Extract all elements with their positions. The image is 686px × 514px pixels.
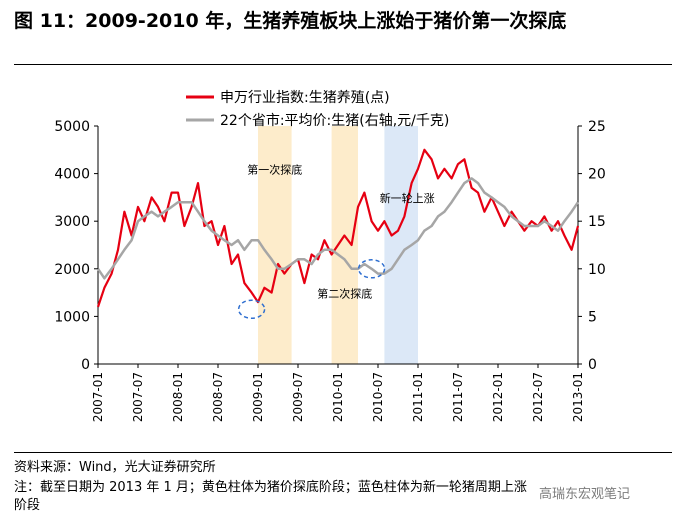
axes: 0 1000 2000 3000 4000 5000 0 5 10 15 20 25 2007-01 20… (54, 119, 605, 422)
x-tick-label: 2010-07 (371, 372, 385, 422)
left-tick-label: 3000 (54, 214, 90, 230)
right-tick-label: 10 (588, 262, 606, 278)
right-tick-label: 5 (588, 309, 597, 325)
band-label-2: 新一轮上涨 (380, 191, 435, 205)
x-tick-label: 2010-01 (331, 372, 345, 422)
legend: 申万行业指数:生猪养殖(点) 22个省市:平均价:生猪(右轴,元/千克) (186, 89, 449, 129)
x-tick-label: 2012-07 (531, 372, 545, 422)
x-tick-label: 2007-01 (91, 372, 105, 422)
x-tick-label: 2009-01 (251, 372, 265, 422)
left-tick-label: 2000 (54, 262, 90, 278)
title-divider (14, 64, 672, 65)
source-note: 资料来源：Wind，光大证券研究所 (14, 460, 216, 475)
chart-title: 图 11：2009-2010 年，生猪养殖板块上涨始于猪价第一次探底 (14, 10, 567, 32)
series-line-1 (96, 177, 580, 280)
x-tick-label: 2011-07 (451, 372, 465, 422)
band-1 (331, 126, 358, 364)
band-0 (258, 126, 292, 364)
legend-label-0: 申万行业指数:生猪养殖(点) (220, 89, 390, 106)
highlight-bands (258, 126, 418, 364)
left-tick-label: 4000 (54, 167, 90, 183)
right-tick-label: 20 (588, 167, 606, 183)
x-tick-label: 2008-01 (171, 372, 185, 422)
right-tick-label: 15 (588, 214, 606, 230)
band-label-1: 第二次探底 (317, 286, 372, 300)
footer-divider (14, 452, 672, 453)
trough-marker-1 (357, 259, 386, 279)
band-label-0: 第一次探底 (247, 163, 302, 177)
x-tick-label: 2013-01 (571, 372, 585, 422)
right-tick-label: 0 (588, 357, 597, 373)
left-tick-label: 0 (81, 357, 90, 373)
trough-markers (237, 259, 386, 320)
series-line-0 (96, 148, 580, 308)
x-tick-label: 2011-01 (411, 372, 425, 422)
left-tick-label: 1000 (54, 309, 90, 325)
right-tick-label: 25 (588, 119, 606, 135)
x-tick-label: 2008-07 (211, 372, 225, 422)
series-lines (96, 148, 580, 308)
chart-canvas: 0 1000 2000 3000 4000 5000 0 5 10 15 20 25 2007-01 20… (54, 89, 605, 422)
x-tick-label: 2009-07 (291, 372, 305, 422)
footnote-line1: 注：截至日期为 2013 年 1 月；黄色柱体为猪价探底阶段；蓝色柱体为新一轮猪… (14, 480, 527, 495)
watermark: 高瑞东宏观笔记 (538, 487, 630, 502)
x-tick-label: 2007-07 (131, 372, 145, 422)
left-tick-label: 5000 (54, 119, 90, 135)
legend-label-1: 22个省市:平均价:生猪(右轴,元/千克) (220, 112, 449, 129)
x-tick-label: 2012-01 (491, 372, 505, 422)
footnote-line2: 阶段 (14, 498, 41, 513)
trough-marker-0 (237, 299, 266, 320)
